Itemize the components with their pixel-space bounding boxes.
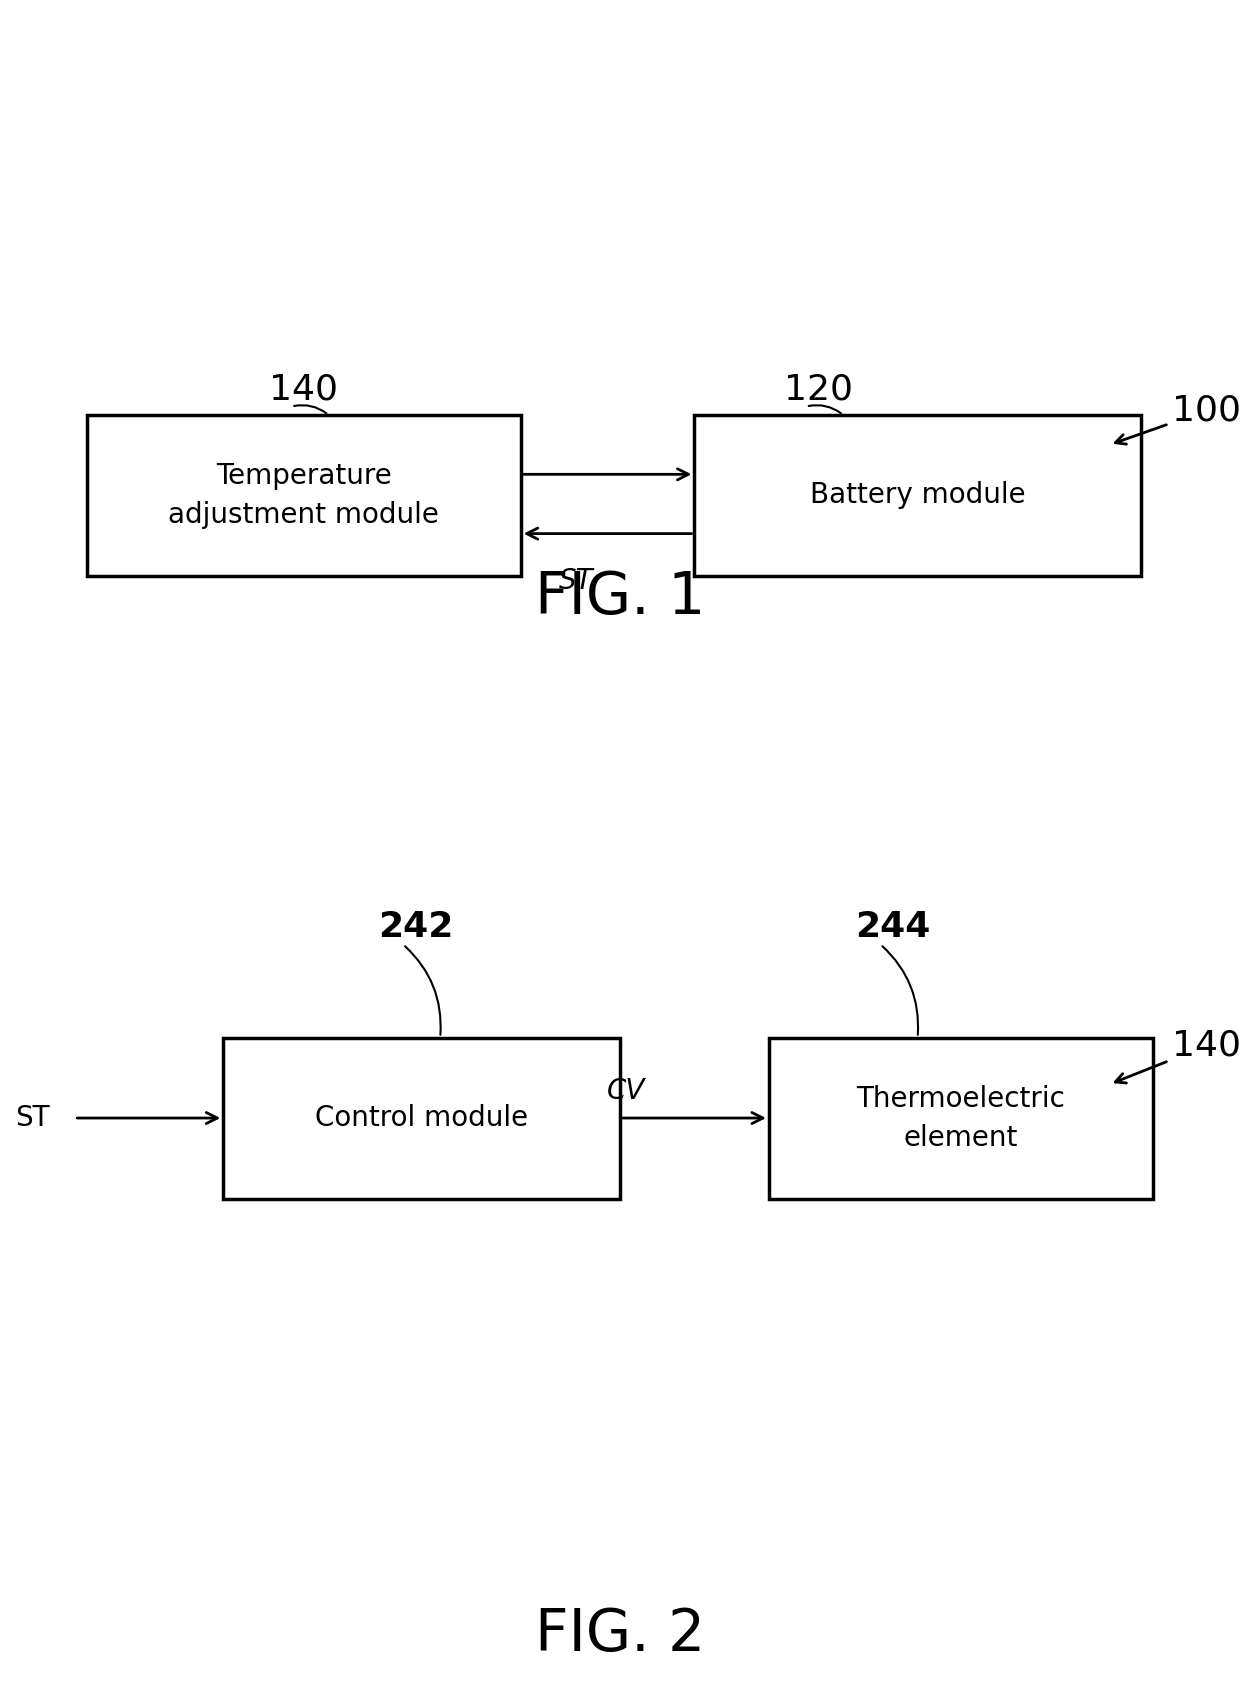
Text: FIG. 1: FIG. 1 <box>534 569 706 625</box>
Bar <box>87 415 521 576</box>
Text: 140: 140 <box>269 373 339 407</box>
Bar <box>694 415 1141 576</box>
Text: Control module: Control module <box>315 1104 528 1132</box>
Text: 120: 120 <box>784 373 853 407</box>
Text: Temperature
adjustment module: Temperature adjustment module <box>169 462 439 529</box>
Bar <box>769 1037 1153 1199</box>
Text: CV: CV <box>608 1077 645 1104</box>
Text: Thermoelectric
element: Thermoelectric element <box>857 1084 1065 1152</box>
Text: 140: 140 <box>1115 1028 1240 1082</box>
Text: FIG. 2: FIG. 2 <box>534 1606 706 1664</box>
Text: Battery module: Battery module <box>810 481 1025 510</box>
Bar <box>223 1037 620 1199</box>
Text: ST: ST <box>15 1104 50 1132</box>
Text: 100: 100 <box>1115 393 1240 444</box>
Text: 244: 244 <box>856 910 930 944</box>
Text: ST: ST <box>559 567 594 596</box>
Text: 242: 242 <box>378 910 453 944</box>
